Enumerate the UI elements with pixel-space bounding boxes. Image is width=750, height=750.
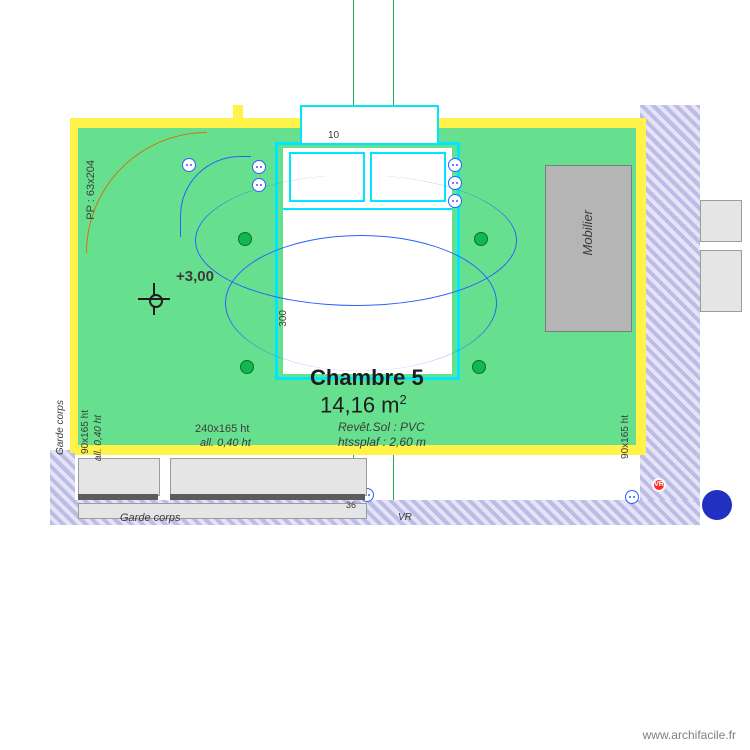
ext-block xyxy=(700,200,742,242)
level-text: +3,00 xyxy=(176,268,214,285)
junction-node xyxy=(238,232,252,246)
dim-bed-side: 300 xyxy=(278,310,289,327)
level-marker xyxy=(140,285,168,313)
dim-win2-all: all. 0,40 ht xyxy=(200,437,251,449)
vr-badge: VR xyxy=(652,478,666,492)
dim-win3: 90x165 ht xyxy=(620,415,631,459)
room-area-exp: 2 xyxy=(400,392,407,407)
furniture-label: Mobilier xyxy=(580,210,595,256)
room-floor: Revêt.Sol : PVC xyxy=(338,420,425,434)
wall-stub xyxy=(233,105,243,128)
hatch-wall xyxy=(640,105,700,525)
outlet-icon xyxy=(448,158,462,172)
outlet-icon xyxy=(448,176,462,190)
gc-left-label: Garde corps xyxy=(55,400,66,455)
outlet-icon xyxy=(252,160,266,174)
dim-bed-top: 10 xyxy=(328,130,339,141)
junction-node xyxy=(472,360,486,374)
ext-circle-icon xyxy=(702,490,732,520)
junction-node xyxy=(240,360,254,374)
dim-gap: 36 xyxy=(346,500,356,510)
window-sill xyxy=(78,494,158,500)
watermark: www.archifacile.fr xyxy=(643,728,736,742)
gc-label: Garde corps xyxy=(120,512,181,524)
dim-win2: 240x165 ht xyxy=(195,423,249,435)
room-area: 14,16 m2 xyxy=(320,392,407,418)
wall-left xyxy=(70,118,78,453)
headboard xyxy=(300,105,439,145)
floorplan-canvas: Mobilier +3,00 Chambre 5 14,16 m2 Revêt.… xyxy=(0,0,750,750)
ext-block xyxy=(700,250,742,312)
outlet-icon xyxy=(625,490,639,504)
dim-pp: PP : 63x204 xyxy=(85,160,97,220)
wall-right xyxy=(636,118,646,453)
dim-win1: 90x165 ht xyxy=(80,410,91,454)
window-sill xyxy=(170,494,365,500)
outlet-icon xyxy=(182,158,196,172)
wire-arc xyxy=(225,235,497,371)
vr-text: VR xyxy=(398,512,412,523)
outlet-icon xyxy=(448,194,462,208)
window-box xyxy=(78,458,160,496)
room-area-value: 14,16 m xyxy=(320,392,400,417)
dim-win1-all: all. 0,40 ht xyxy=(93,415,104,461)
junction-node xyxy=(474,232,488,246)
outlet-icon xyxy=(252,178,266,192)
room-ceiling: htssplaf : 2,60 m xyxy=(338,435,426,449)
window-box xyxy=(170,458,367,496)
